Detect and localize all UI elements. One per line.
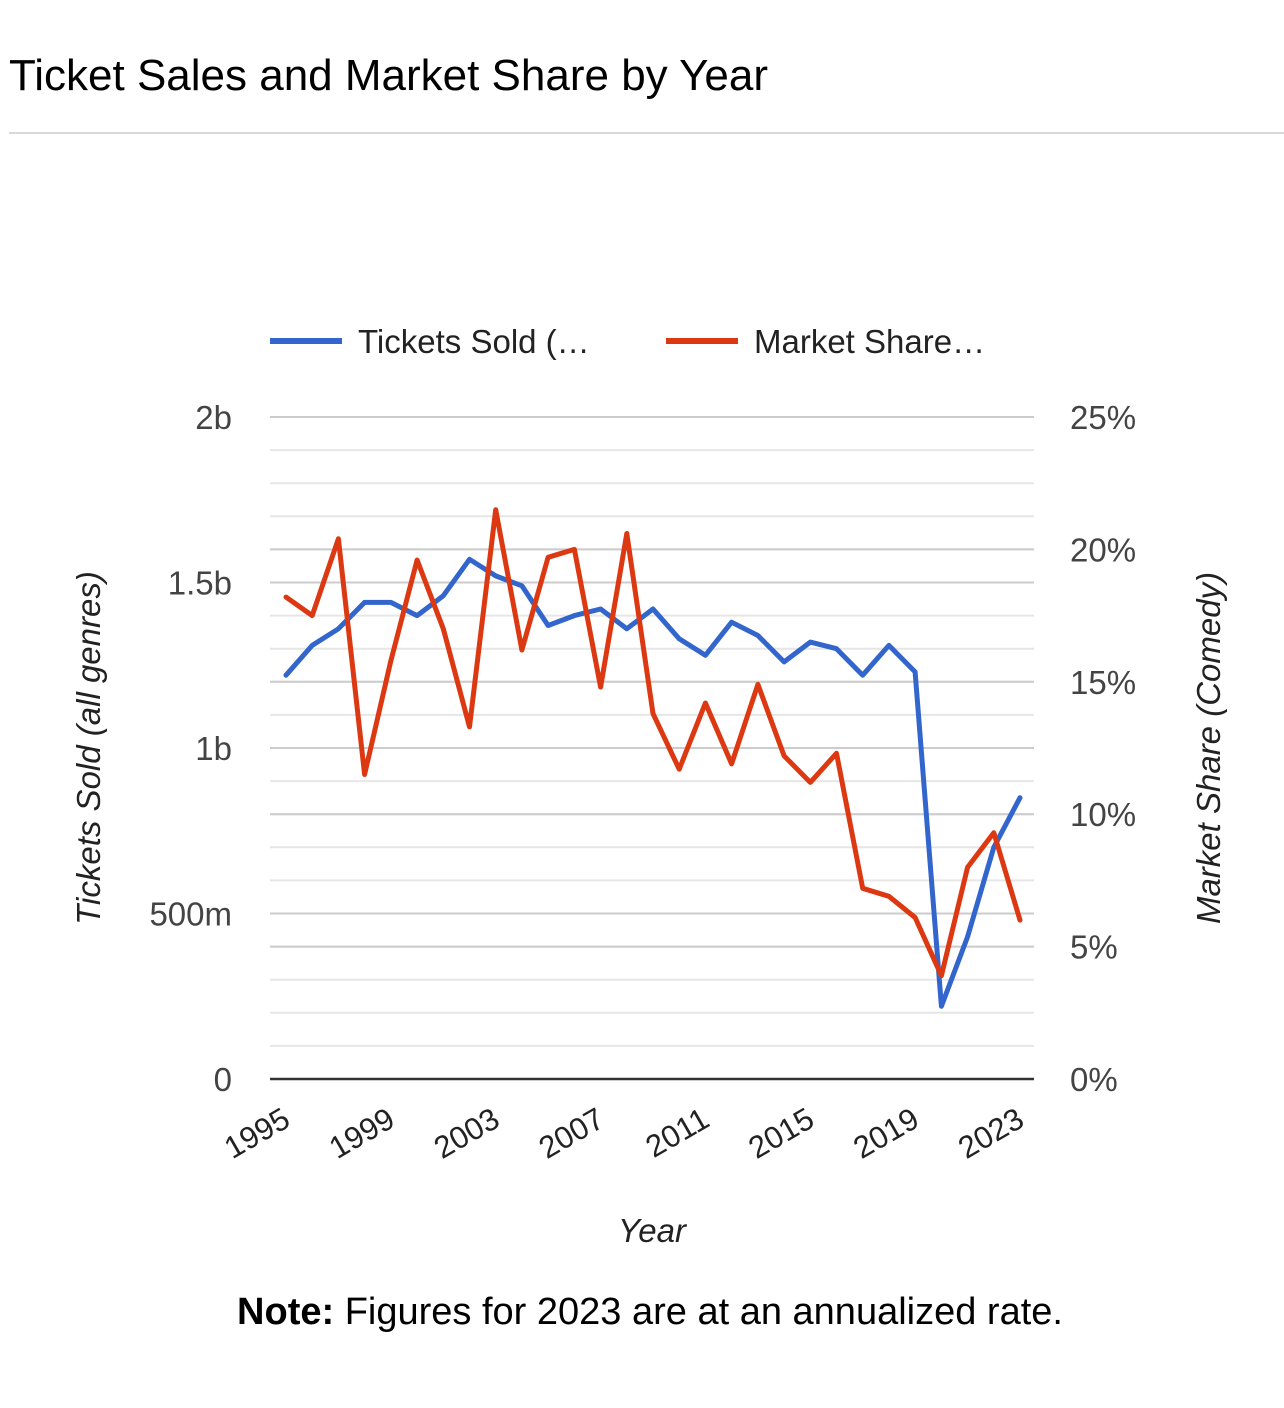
y-right-axis-title: Market Share (Comedy) [1190, 572, 1227, 924]
legend: Tickets Sold (… Market Share… [270, 323, 985, 360]
x-tick-label: 2011 [640, 1101, 715, 1165]
x-tick-label: 2003 [428, 1101, 505, 1166]
y-right-tick-label: 5% [1070, 929, 1118, 966]
y-right-tick-label: 20% [1070, 531, 1136, 568]
line-chart: Tickets Sold (… Market Share… 0 500m 1b 1.5b… [70, 323, 1227, 1249]
y-left-tick-label: 500m [149, 896, 232, 933]
x-tick-label: 2007 [533, 1101, 610, 1166]
footnote-label: Note: [237, 1291, 335, 1333]
x-axis-title: Year [618, 1212, 688, 1249]
y-left-tick-label: 2b [195, 399, 232, 436]
market-share-line [283, 507, 1023, 979]
x-tick-label: 1999 [323, 1101, 400, 1166]
page-title: Ticket Sales and Market Share by Year [9, 51, 768, 100]
y-left-tick-label: 1.5b [168, 565, 232, 602]
axes: 0 500m 1b 1.5b 2b 0% 5% 10% 15% 20% 25% 1995 1999 200… [70, 399, 1227, 1249]
x-tick-label: 2015 [743, 1101, 820, 1166]
tickets-sold-line [283, 556, 1023, 1009]
title-divider [9, 132, 1284, 134]
y-left-tick-label: 1b [195, 730, 232, 767]
grid-lines [270, 416, 1034, 1047]
y-left-tick-label: 0 [214, 1061, 232, 1098]
legend-label: Market Share… [754, 323, 985, 360]
x-tick-label: 1995 [218, 1101, 295, 1166]
y-right-tick-label: 15% [1070, 664, 1136, 701]
series-lines [283, 507, 1023, 1009]
y-right-tick-label: 0% [1070, 1061, 1118, 1098]
y-right-tick-label: 25% [1070, 399, 1136, 436]
x-tick-label: 2023 [952, 1101, 1029, 1166]
legend-label: Tickets Sold (… [358, 323, 590, 360]
y-left-axis-title: Tickets Sold (all genres) [70, 571, 107, 925]
x-tick-label: 2019 [847, 1101, 924, 1166]
y-right-tick-label: 10% [1070, 796, 1136, 833]
footnote-text: Figures for 2023 are at an annualized ra… [344, 1291, 1063, 1333]
footnote: Note: Figures for 2023 are at an annuali… [0, 1288, 1284, 1336]
